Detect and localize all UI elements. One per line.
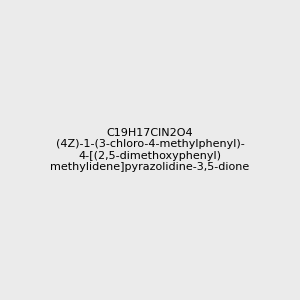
Text: C19H17ClN2O4
(4Z)-1-(3-chloro-4-methylphenyl)-
4-[(2,5-dimethoxyphenyl)
methylid: C19H17ClN2O4 (4Z)-1-(3-chloro-4-methylph… <box>50 128 250 172</box>
